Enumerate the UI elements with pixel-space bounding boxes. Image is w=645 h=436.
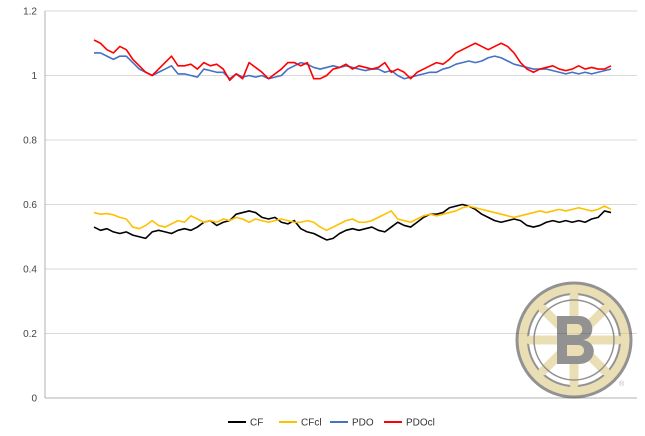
y-axis-ticks: 0 0.2 0.4 0.6 0.8 1 1.2 (23, 7, 37, 405)
y-tick-label: 0.4 (23, 265, 37, 276)
legend-label-pdocl: PDOcl (406, 418, 435, 429)
y-tick-label: 1.2 (23, 7, 37, 18)
gridlines (44, 10, 637, 399)
y-tick-label: 0.6 (23, 200, 37, 211)
y-tick-label: 0 (31, 394, 37, 405)
bruins-logo: ® (515, 281, 633, 399)
svg-text:®: ® (619, 380, 625, 388)
series-layer (93, 39, 612, 241)
y-tick-label: 1 (31, 71, 37, 82)
series-line-cf (93, 203, 612, 241)
series-line-pdocl (93, 39, 612, 82)
legend-label-cf: CF (250, 418, 263, 429)
y-tick-label: 0.8 (23, 136, 37, 147)
series-line-cfcl (93, 205, 612, 232)
legend-label-pdo: PDO (352, 418, 374, 429)
legend-label-cfcl: CFcl (301, 418, 322, 429)
y-tick-label: 0.2 (23, 329, 37, 340)
legend: CF CFcl PDO PDOcl (228, 418, 435, 429)
